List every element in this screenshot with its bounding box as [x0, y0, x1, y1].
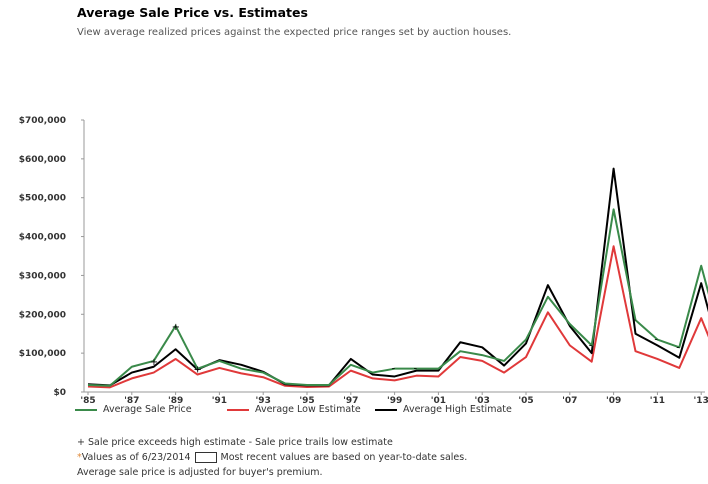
x-tick-label: '91 [212, 396, 227, 404]
y-tick-label: $600,000 [19, 155, 66, 165]
y-tick-label: $300,000 [19, 271, 66, 281]
minus-marker: - [676, 342, 680, 353]
legend-swatch-low-estimate [227, 408, 249, 411]
y-tick-label: $700,000 [19, 116, 66, 126]
series-line-2 [87, 167, 708, 387]
x-tick-label: '87 [124, 396, 139, 404]
minus-marker: - [633, 315, 637, 326]
chart-notes: + Sale price exceeds high estimate - Sal… [77, 435, 467, 480]
y-tick-label: $100,000 [19, 349, 66, 359]
marker-note: + Sale price exceeds high estimate - Sal… [77, 437, 393, 448]
x-tick-label: '03 [475, 396, 490, 404]
plus-marker: + [172, 322, 180, 333]
x-tick-label: '85 [80, 396, 95, 404]
values-date-note: *Values as of 6/23/2014 Most recent value… [77, 450, 467, 465]
legend-label-high-estimate: Average High Estimate [403, 404, 512, 415]
chart-title: Average Sale Price vs. Estimates [77, 5, 308, 20]
x-tick-label: '99 [387, 396, 402, 404]
asterisk: * [77, 452, 82, 463]
x-tick-label: '01 [431, 396, 446, 404]
minus-marker: - [654, 335, 658, 346]
legend-item-sale-price: Average Sale Price [75, 404, 192, 415]
y-tick-label: $400,000 [19, 233, 66, 243]
legend-swatch-high-estimate [375, 408, 397, 411]
y-tick-label: $0 [53, 388, 66, 398]
x-tick-label: '09 [606, 396, 621, 404]
legend-label-low-estimate: Average Low Estimate [255, 404, 361, 415]
x-tick-label: '95 [299, 396, 314, 404]
legend-item-low-estimate: Average Low Estimate [227, 404, 361, 415]
minus-marker: - [414, 364, 418, 375]
x-tick-label: '97 [343, 396, 358, 404]
values-as-of: Values as of 6/23/2014 [81, 452, 191, 463]
buyers-premium-note: Average sale price is adjusted for buyer… [77, 467, 323, 478]
x-tick-label: '13 [694, 396, 708, 404]
x-tick-label: '89 [168, 396, 183, 404]
x-tick-label: '05 [518, 396, 533, 404]
legend-item-high-estimate: Average High Estimate [375, 404, 512, 415]
chart-subtitle: View average realized prices against the… [77, 27, 512, 38]
year-to-date-note: Most recent values are based on year-to-… [220, 452, 468, 463]
legend-label-sale-price: Average Sale Price [103, 404, 192, 415]
series-line-0 [87, 208, 708, 387]
legend-swatch-sale-price [75, 408, 97, 411]
x-tick-label: '11 [650, 396, 665, 404]
year-to-date-swatch [194, 452, 217, 463]
minus-marker: - [589, 340, 593, 351]
y-tick-label: $200,000 [19, 310, 66, 320]
plus-marker: + [194, 365, 202, 376]
x-tick-label: '93 [256, 396, 271, 404]
plus-marker: + [150, 357, 158, 368]
y-tick-label: $500,000 [19, 194, 66, 204]
minus-marker: - [392, 364, 396, 375]
line-chart: $0 $100,000 $200,000 $300,000 $400,000 $500,0… [19, 116, 708, 404]
x-tick-label: '07 [562, 396, 577, 404]
series-line-1 [87, 245, 708, 389]
